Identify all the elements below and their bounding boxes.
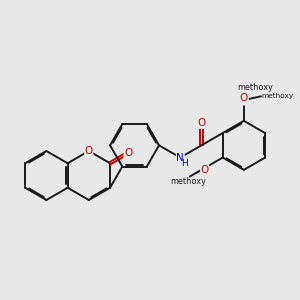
Text: H: H	[181, 159, 188, 168]
Text: O: O	[240, 95, 248, 105]
Text: N: N	[176, 153, 184, 163]
Text: methoxy: methoxy	[170, 177, 206, 186]
Text: O: O	[200, 165, 209, 175]
Text: methoxy: methoxy	[261, 93, 293, 99]
Text: O: O	[197, 118, 206, 128]
Text: O: O	[85, 146, 93, 156]
Text: O: O	[240, 93, 248, 103]
Text: O: O	[124, 148, 132, 158]
Text: methoxy: methoxy	[237, 82, 273, 91]
